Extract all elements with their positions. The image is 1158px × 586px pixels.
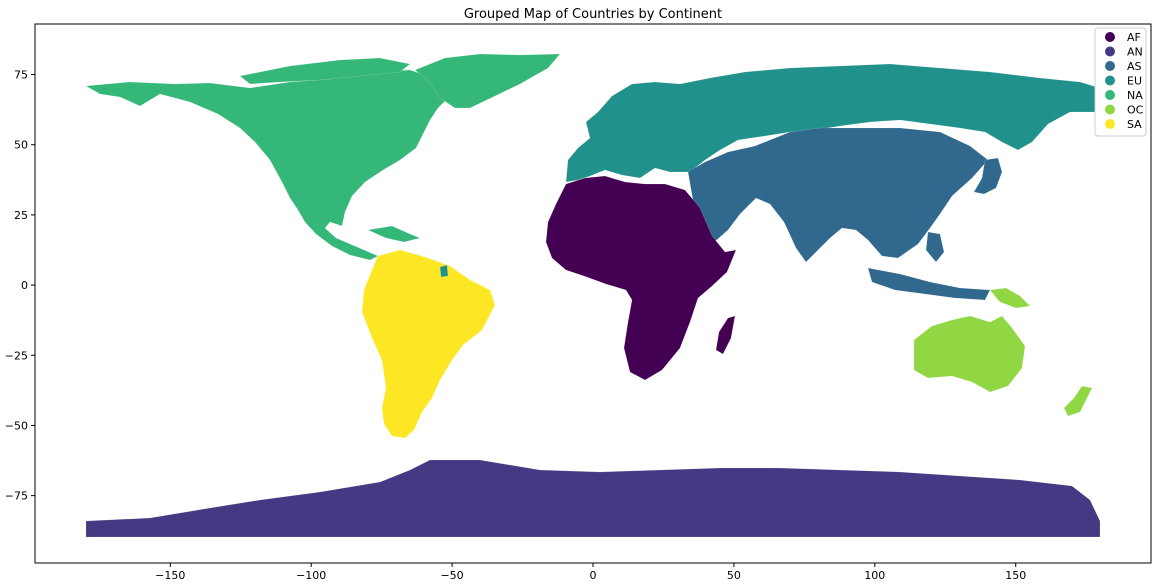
legend-marker-na (1105, 90, 1115, 100)
legend-label-na: NA (1127, 89, 1143, 102)
y-axis: 75 50 25 0 −25 −50 −75 (5, 69, 35, 503)
x-tick-label: −50 (440, 569, 463, 582)
region-oc-australia (913, 315, 1026, 393)
legend-marker-sa (1105, 119, 1115, 129)
region-as-indonesia (867, 267, 991, 301)
region-as-japan (973, 157, 1003, 195)
legend-marker-af (1105, 32, 1115, 42)
continent-regions (85, 53, 1101, 538)
x-tick-label: 100 (864, 569, 885, 582)
y-tick-label: 75 (14, 69, 28, 82)
x-tick-label: 50 (727, 569, 741, 582)
legend-label-oc: OC (1127, 104, 1144, 117)
legend-label-sa: SA (1127, 118, 1142, 131)
region-na-caribbean (367, 225, 421, 243)
y-tick-label: −50 (5, 419, 28, 432)
region-na-arctic-islands (239, 57, 411, 85)
region-na-mainland (85, 69, 466, 261)
region-na-greenland (414, 53, 561, 109)
chart-title: Grouped Map of Countries by Continent (464, 7, 722, 22)
legend-label-af: AF (1127, 31, 1141, 44)
region-eu (565, 63, 1101, 183)
region-as-philippines (925, 231, 945, 263)
region-eu-french-guiana (439, 264, 449, 278)
x-axis: −150 −100 −50 0 50 100 150 (155, 563, 1026, 582)
legend-marker-oc (1105, 104, 1115, 115)
x-tick-label: −100 (296, 569, 326, 582)
legend-label-an: AN (1127, 46, 1143, 59)
region-an (85, 459, 1101, 538)
region-oc-new-zealand (1063, 385, 1093, 417)
legend-marker-eu (1105, 75, 1115, 86)
legend-label-as: AS (1127, 60, 1142, 73)
legend-marker-as (1105, 61, 1115, 71)
region-as (687, 127, 989, 263)
y-tick-label: 25 (14, 209, 28, 222)
legend-label-eu: EU (1127, 75, 1142, 88)
y-tick-label: 0 (21, 279, 28, 292)
x-tick-label: 0 (590, 569, 597, 582)
x-tick-label: 150 (1005, 569, 1026, 582)
x-tick-label: −150 (155, 569, 185, 582)
region-sa (361, 249, 496, 439)
region-af-mainland (545, 175, 737, 381)
y-tick-label: 50 (14, 139, 28, 152)
legend-marker-an (1105, 46, 1115, 57)
region-oc-new-guinea (989, 287, 1031, 309)
region-af-madagascar (715, 315, 736, 355)
y-tick-label: −25 (5, 349, 28, 362)
y-tick-label: −75 (5, 490, 28, 503)
